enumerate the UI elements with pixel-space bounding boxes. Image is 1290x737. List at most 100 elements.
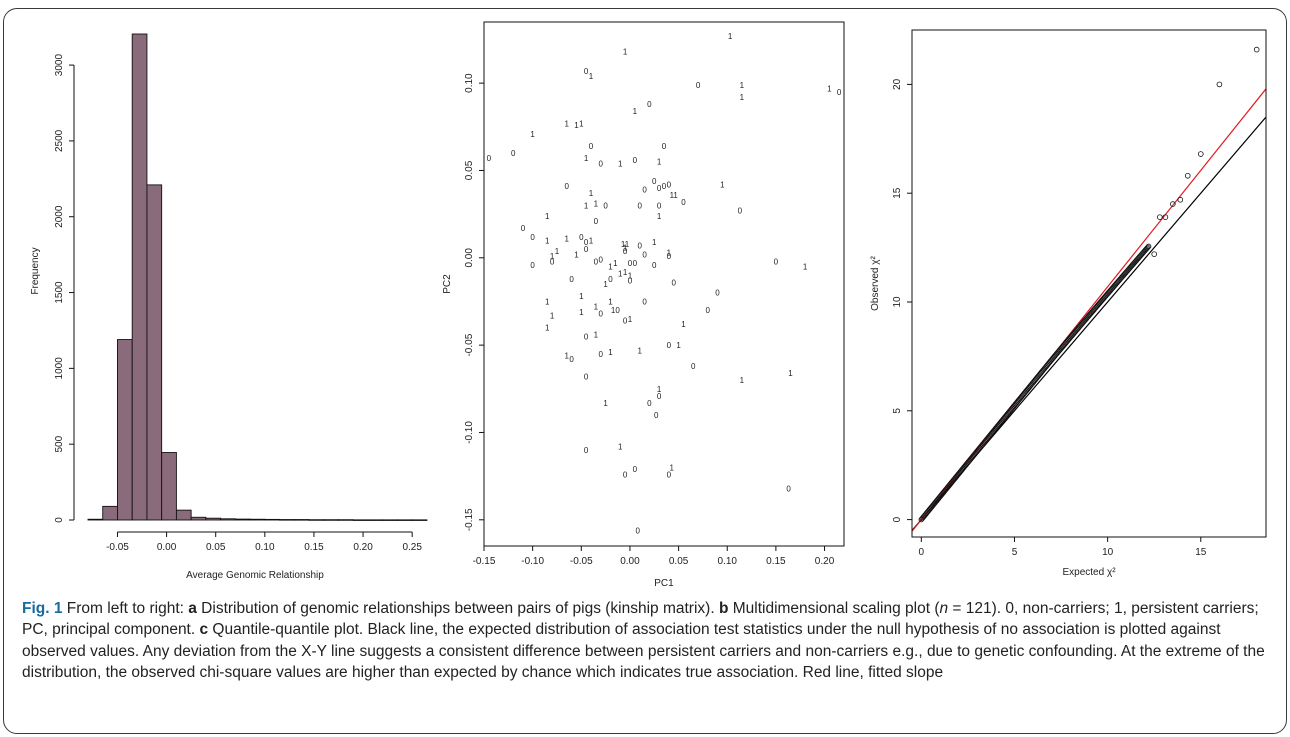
scatter-point-label: 0 [584,373,589,382]
caption-text-3a: Multidimensional scaling plot ( [728,600,940,617]
scatter-point-label: 0 [564,182,569,191]
caption-text-4: Quantile-quantile plot. Black line, the … [22,621,1265,682]
scatter-point-label: 0 [584,67,589,76]
scatter-point-label: 0 [647,100,652,109]
caption-n-variable: n [939,600,949,617]
scatter-point-label: 1 [628,315,633,324]
qq-extreme-point [1170,201,1176,207]
scatter-point-label: 0 [633,156,638,165]
x-axis-label: PC1 [654,578,674,589]
x-tick-label: -0.15 [473,556,496,567]
scatter-point-label: 0 [487,154,492,163]
x-tick-label: 0.00 [157,542,177,553]
scatter-point-label: 1 [564,235,569,244]
scatter-point-label: 0 [521,224,526,233]
scatter-point-label: 0 [774,257,779,266]
histogram-bar [382,519,398,521]
scatter-point-label: 1 [740,93,745,102]
y-tick-label: -0.10 [464,421,475,444]
scatter-point-label: 0 [636,526,641,535]
histogram-bar [220,518,236,521]
scatter-point-label: 1 [579,119,584,128]
histogram-bar [117,339,133,521]
scatter-point-label: 0 [667,470,672,479]
scatter-point-label: 0 [647,399,652,408]
x-tick-label: 0.10 [718,556,738,567]
histogram-bar [308,519,325,521]
scatter-point-label: 1 [720,180,725,189]
scatter-point-label: 0 [657,392,662,401]
figure-frame [3,8,1287,734]
x-tick-label: 0.15 [766,556,786,567]
y-tick-label: 0.00 [464,248,475,268]
x-tick-label: -0.10 [521,556,544,567]
scatter-point-label: 0 [594,217,599,226]
qq-extreme-point [1253,46,1260,53]
qq-plot-panel: 0 5 10 15 0 5 10 15 20 Expected χ² Observed χ² [860,12,1280,592]
histogram-bar [411,519,428,521]
y-tick-label: 20 [892,78,903,90]
histogram-bar [367,519,384,521]
x-tick-label: 15 [1195,547,1207,558]
scatter-point-label: 1 [589,236,594,245]
scatter-point-label: 1 [555,247,560,256]
scatter-point-label: 0 [657,184,662,193]
scatter-point-label: 0 [642,250,647,259]
scatter-point-label: 1 [623,268,628,277]
histogram-bar [396,519,413,521]
scatter-point-label: 1 [584,201,589,210]
scatter-point-label: 0 [672,278,677,287]
y-tick-label: 0.10 [464,73,475,93]
panel-letter-c: c [199,621,209,639]
scatter-point-label: 1 [618,159,623,168]
caption-text-3b: = 121). 0, non-carriers; 1, persistent c… [22,600,1259,639]
x-tick-label: 0.15 [304,542,324,553]
scatter-point-label: 1 [584,154,589,163]
histogram-bar [249,518,266,521]
scatter-point-label: 0 [628,259,633,268]
y-tick-label: 0.05 [464,160,475,180]
scatter-point-label: 1 [545,212,550,221]
histogram-bar [352,519,369,521]
scatter-point-label: 0 [706,306,711,315]
scatter-point-label: 1 [545,236,550,245]
caption-text-1: From left to right: [62,600,189,617]
scatter-point-label: 0 [584,245,589,254]
histogram-bar [279,519,295,521]
scatter-point-label: 1 [637,346,642,355]
scatter-point-label: 1 [670,463,675,472]
histogram-bar [338,519,354,521]
scatter-point-label: 1 [603,399,608,408]
panel-letter-a: a [188,600,197,617]
scatter-point-label: 0 [530,233,535,242]
scatter-point-label: 1 [657,212,662,221]
mds-scatter-panel: 1 0 1 1 0 1 0 1 1 0 1 1 1 1 1 0 0 0 1 0 1 0 0 1 0 1 1 0 0 0 0 0 0 11 1 0 0 0 1… [440,12,860,592]
scatter-point-label: 1 [564,352,569,361]
x-tick-label: 0 [919,547,925,558]
x-tick-label: 0.05 [206,542,226,553]
scatter-point-label: 0 [530,261,535,270]
y-axis-label: Observed χ² [870,255,881,310]
y-axis-label: Frequency [30,247,41,294]
histogram-panel: -0.05 0.00 0.05 0.10 0.15 0.20 0.25 0 500 1000 150… [20,12,440,592]
scatter-point-label: 0 [637,242,642,251]
histogram-bar [131,33,148,521]
scatter-point-label: 0 [652,177,657,186]
y-axis-label: PC2 [442,274,453,294]
scatter-point-label: 0 [603,201,608,210]
scatter-point-label: 0 [786,484,791,493]
y-tick-label: 0 [54,517,65,523]
y-tick-label: 1500 [54,281,65,304]
scatter-point-label: 0 [633,465,638,474]
scatter-point-label: 1 [545,324,550,333]
scatter-point-label: 1 [608,263,613,272]
scatter-point-label: 1 [657,385,662,394]
histogram-chart: -0.05 0.00 0.05 0.10 0.15 0.20 0.25 0 500 1000 150… [30,33,428,581]
scatter-point-label: 1 [657,158,662,167]
plot-frame [911,29,1267,538]
scatter-point-label: 1 [618,270,623,279]
panel-letter-b: b [718,600,729,617]
qq-point [1145,244,1151,251]
x-tick-label: 0.20 [815,556,835,567]
scatter-point-label: 0 [667,252,672,261]
